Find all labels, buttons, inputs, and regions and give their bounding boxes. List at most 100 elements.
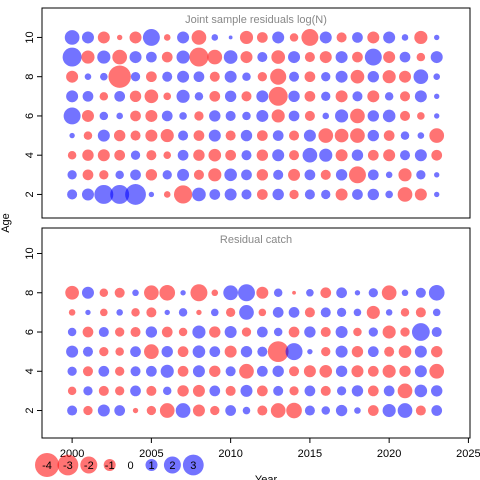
bubble	[98, 385, 109, 396]
bubble	[367, 346, 379, 358]
bubble	[125, 184, 146, 205]
bubble	[288, 307, 300, 318]
bubble	[192, 365, 205, 378]
bubble	[225, 149, 237, 161]
bubble	[113, 129, 126, 142]
bubble	[208, 148, 222, 162]
bubble	[196, 309, 202, 316]
bubble	[288, 326, 300, 338]
plot-frame	[41, 227, 471, 439]
bubble	[256, 189, 268, 200]
bubble	[350, 108, 365, 124]
bubble	[414, 345, 427, 358]
bubble	[146, 365, 157, 377]
bubble	[368, 288, 378, 298]
bubble	[130, 366, 141, 377]
bubble	[116, 34, 123, 41]
bubble	[397, 383, 413, 399]
bubble	[81, 31, 94, 44]
bubble	[142, 28, 160, 46]
bubble	[159, 403, 175, 418]
bubble	[272, 130, 284, 141]
bubble	[192, 384, 205, 397]
panel-title: Joint sample residuals log(N)	[185, 14, 327, 26]
bubble	[177, 365, 189, 377]
bubble	[81, 50, 95, 64]
bubble	[289, 189, 299, 200]
bubble	[130, 150, 141, 160]
bubble	[385, 171, 393, 179]
bubble	[267, 341, 289, 363]
bubble	[209, 365, 221, 377]
bubble	[417, 112, 425, 120]
bubble	[367, 385, 379, 397]
bubble	[241, 169, 252, 181]
bubble	[272, 307, 284, 318]
bubble	[401, 34, 409, 41]
bubble	[146, 71, 157, 83]
bubble	[256, 286, 269, 299]
bubble	[382, 70, 396, 84]
bubble	[94, 184, 114, 204]
bubble	[160, 364, 174, 378]
bubble	[289, 71, 300, 82]
bubble	[367, 405, 379, 416]
bubble	[413, 69, 429, 85]
bubble	[367, 129, 379, 142]
bubble	[289, 386, 299, 396]
bubble	[434, 172, 440, 178]
bubble	[382, 109, 396, 123]
legend-label: 0	[128, 460, 134, 472]
bubble	[163, 34, 171, 41]
bubble	[192, 325, 206, 339]
bubble	[397, 403, 413, 418]
bubble	[353, 327, 362, 337]
bubble	[353, 308, 362, 317]
bubble	[385, 190, 393, 199]
bubble	[223, 50, 238, 64]
bubble	[319, 148, 333, 162]
bubble	[160, 128, 174, 143]
bubble	[433, 73, 440, 80]
bubble	[180, 290, 186, 296]
y-axis-label: Age	[0, 213, 12, 233]
bubble	[352, 51, 363, 63]
bubble	[130, 346, 141, 358]
bubble	[367, 31, 380, 44]
bubble	[116, 112, 123, 120]
bubble	[351, 345, 364, 358]
bubble	[336, 287, 347, 299]
bubble	[100, 308, 108, 317]
bubble	[428, 284, 445, 301]
bubble	[192, 345, 206, 358]
bubble	[382, 403, 396, 418]
bubble	[321, 346, 331, 357]
bubble	[415, 287, 426, 298]
bubble	[364, 48, 382, 66]
bubble	[320, 307, 331, 318]
bubble	[272, 149, 285, 162]
bubble	[289, 33, 299, 42]
bubble	[256, 149, 269, 161]
bubble	[129, 31, 142, 44]
bubble	[242, 406, 251, 415]
bubble	[115, 347, 124, 356]
bubble	[67, 327, 77, 337]
bubble	[189, 47, 209, 67]
bubble	[145, 109, 158, 122]
bubble	[192, 187, 206, 202]
bubble	[130, 169, 141, 181]
bubble	[256, 32, 268, 43]
bubble	[209, 110, 221, 122]
bubble	[191, 30, 207, 45]
bubble	[320, 169, 331, 180]
bubble	[321, 91, 331, 101]
bubble	[416, 52, 426, 62]
bubble	[209, 189, 221, 200]
bubble	[303, 365, 316, 378]
x-tick-label: 2020	[377, 448, 401, 460]
bubble	[268, 86, 288, 106]
bubble	[173, 185, 193, 204]
bubble	[411, 323, 430, 341]
bubble	[129, 90, 142, 103]
